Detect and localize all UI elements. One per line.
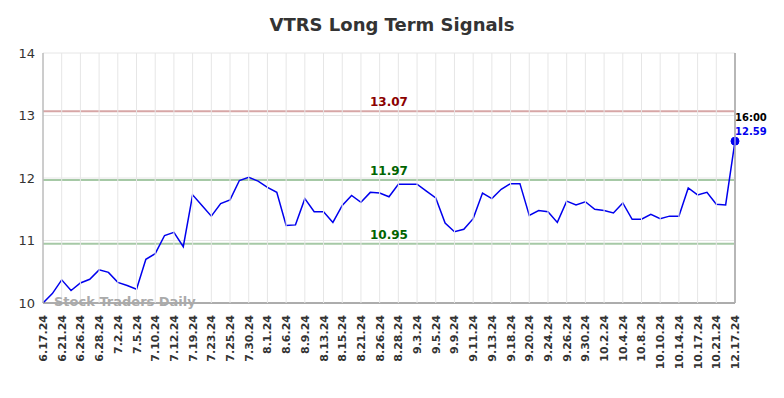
svg-text:9.18.24: 9.18.24	[505, 315, 518, 362]
html-text:VTRS Long Term Signals: VTRS Long Term Signals	[269, 14, 515, 35]
svg-text:10.10.24: 10.10.24	[654, 315, 667, 370]
svg-text:7.23.24: 7.23.24	[205, 315, 218, 362]
svg-text:13: 13	[18, 108, 35, 123]
svg-text:9.5.24: 9.5.24	[430, 315, 443, 354]
svg-text:8.15.24: 8.15.24	[336, 315, 349, 362]
svg-text:10: 10	[18, 296, 35, 311]
svg-text:10.17.24: 10.17.24	[692, 315, 705, 370]
svg-text:16:00: 16:00	[735, 112, 767, 123]
svg-text:9.9.24: 9.9.24	[448, 315, 461, 354]
svg-text:8.13.24: 8.13.24	[318, 315, 331, 362]
svg-text:6.17.24: 6.17.24	[37, 315, 50, 362]
svg-text:9.24.24: 9.24.24	[542, 315, 555, 362]
svg-text:8.21.24: 8.21.24	[355, 315, 368, 362]
svg-text:7.25.24: 7.25.24	[224, 315, 237, 362]
svg-text:8.6.24: 8.6.24	[280, 315, 293, 354]
svg-text:7.30.24: 7.30.24	[243, 315, 256, 362]
svg-text:10.21.24: 10.21.24	[710, 315, 723, 370]
svg-text:12.17.24: 12.17.24	[729, 315, 742, 370]
svg-text:14: 14	[18, 46, 35, 61]
svg-text:7.19.24: 7.19.24	[187, 315, 200, 362]
svg-text:10.8.24: 10.8.24	[635, 315, 648, 362]
html-text:Stock Traders Daily: Stock Traders Daily	[54, 294, 196, 309]
svg-text:7.5.24: 7.5.24	[131, 315, 144, 354]
svg-text:10.4.24: 10.4.24	[617, 315, 630, 362]
svg-text:9.26.24: 9.26.24	[561, 315, 574, 362]
svg-text:7.10.24: 7.10.24	[149, 315, 162, 362]
svg-text:10.95: 10.95	[370, 228, 408, 242]
svg-text:9.30.24: 9.30.24	[579, 315, 592, 362]
svg-text:11.97: 11.97	[370, 164, 408, 178]
svg-text:9.20.24: 9.20.24	[523, 315, 536, 362]
svg-text:12: 12	[18, 171, 35, 186]
svg-text:10.2.24: 10.2.24	[598, 315, 611, 362]
svg-text:9.3.24: 9.3.24	[411, 315, 424, 354]
svg-text:9.13.24: 9.13.24	[486, 315, 499, 362]
svg-text:7.2.24: 7.2.24	[112, 315, 125, 354]
svg-text:6.21.24: 6.21.24	[56, 315, 69, 362]
svg-text:6.28.24: 6.28.24	[93, 315, 106, 362]
svg-text:13.07: 13.07	[370, 95, 408, 109]
svg-text:9.11.24: 9.11.24	[467, 315, 480, 362]
svg-text:12.59: 12.59	[735, 126, 767, 137]
svg-text:8.1.24: 8.1.24	[261, 315, 274, 354]
svg-text:7.12.24: 7.12.24	[168, 315, 181, 362]
svg-text:8.28.24: 8.28.24	[392, 315, 405, 362]
svg-text:10.14.24: 10.14.24	[673, 315, 686, 370]
svg-text:6.26.24: 6.26.24	[74, 315, 87, 362]
svg-text:8.9.24: 8.9.24	[299, 315, 312, 354]
svg-text:8.26.24: 8.26.24	[374, 315, 387, 362]
svg-text:11: 11	[18, 233, 35, 248]
